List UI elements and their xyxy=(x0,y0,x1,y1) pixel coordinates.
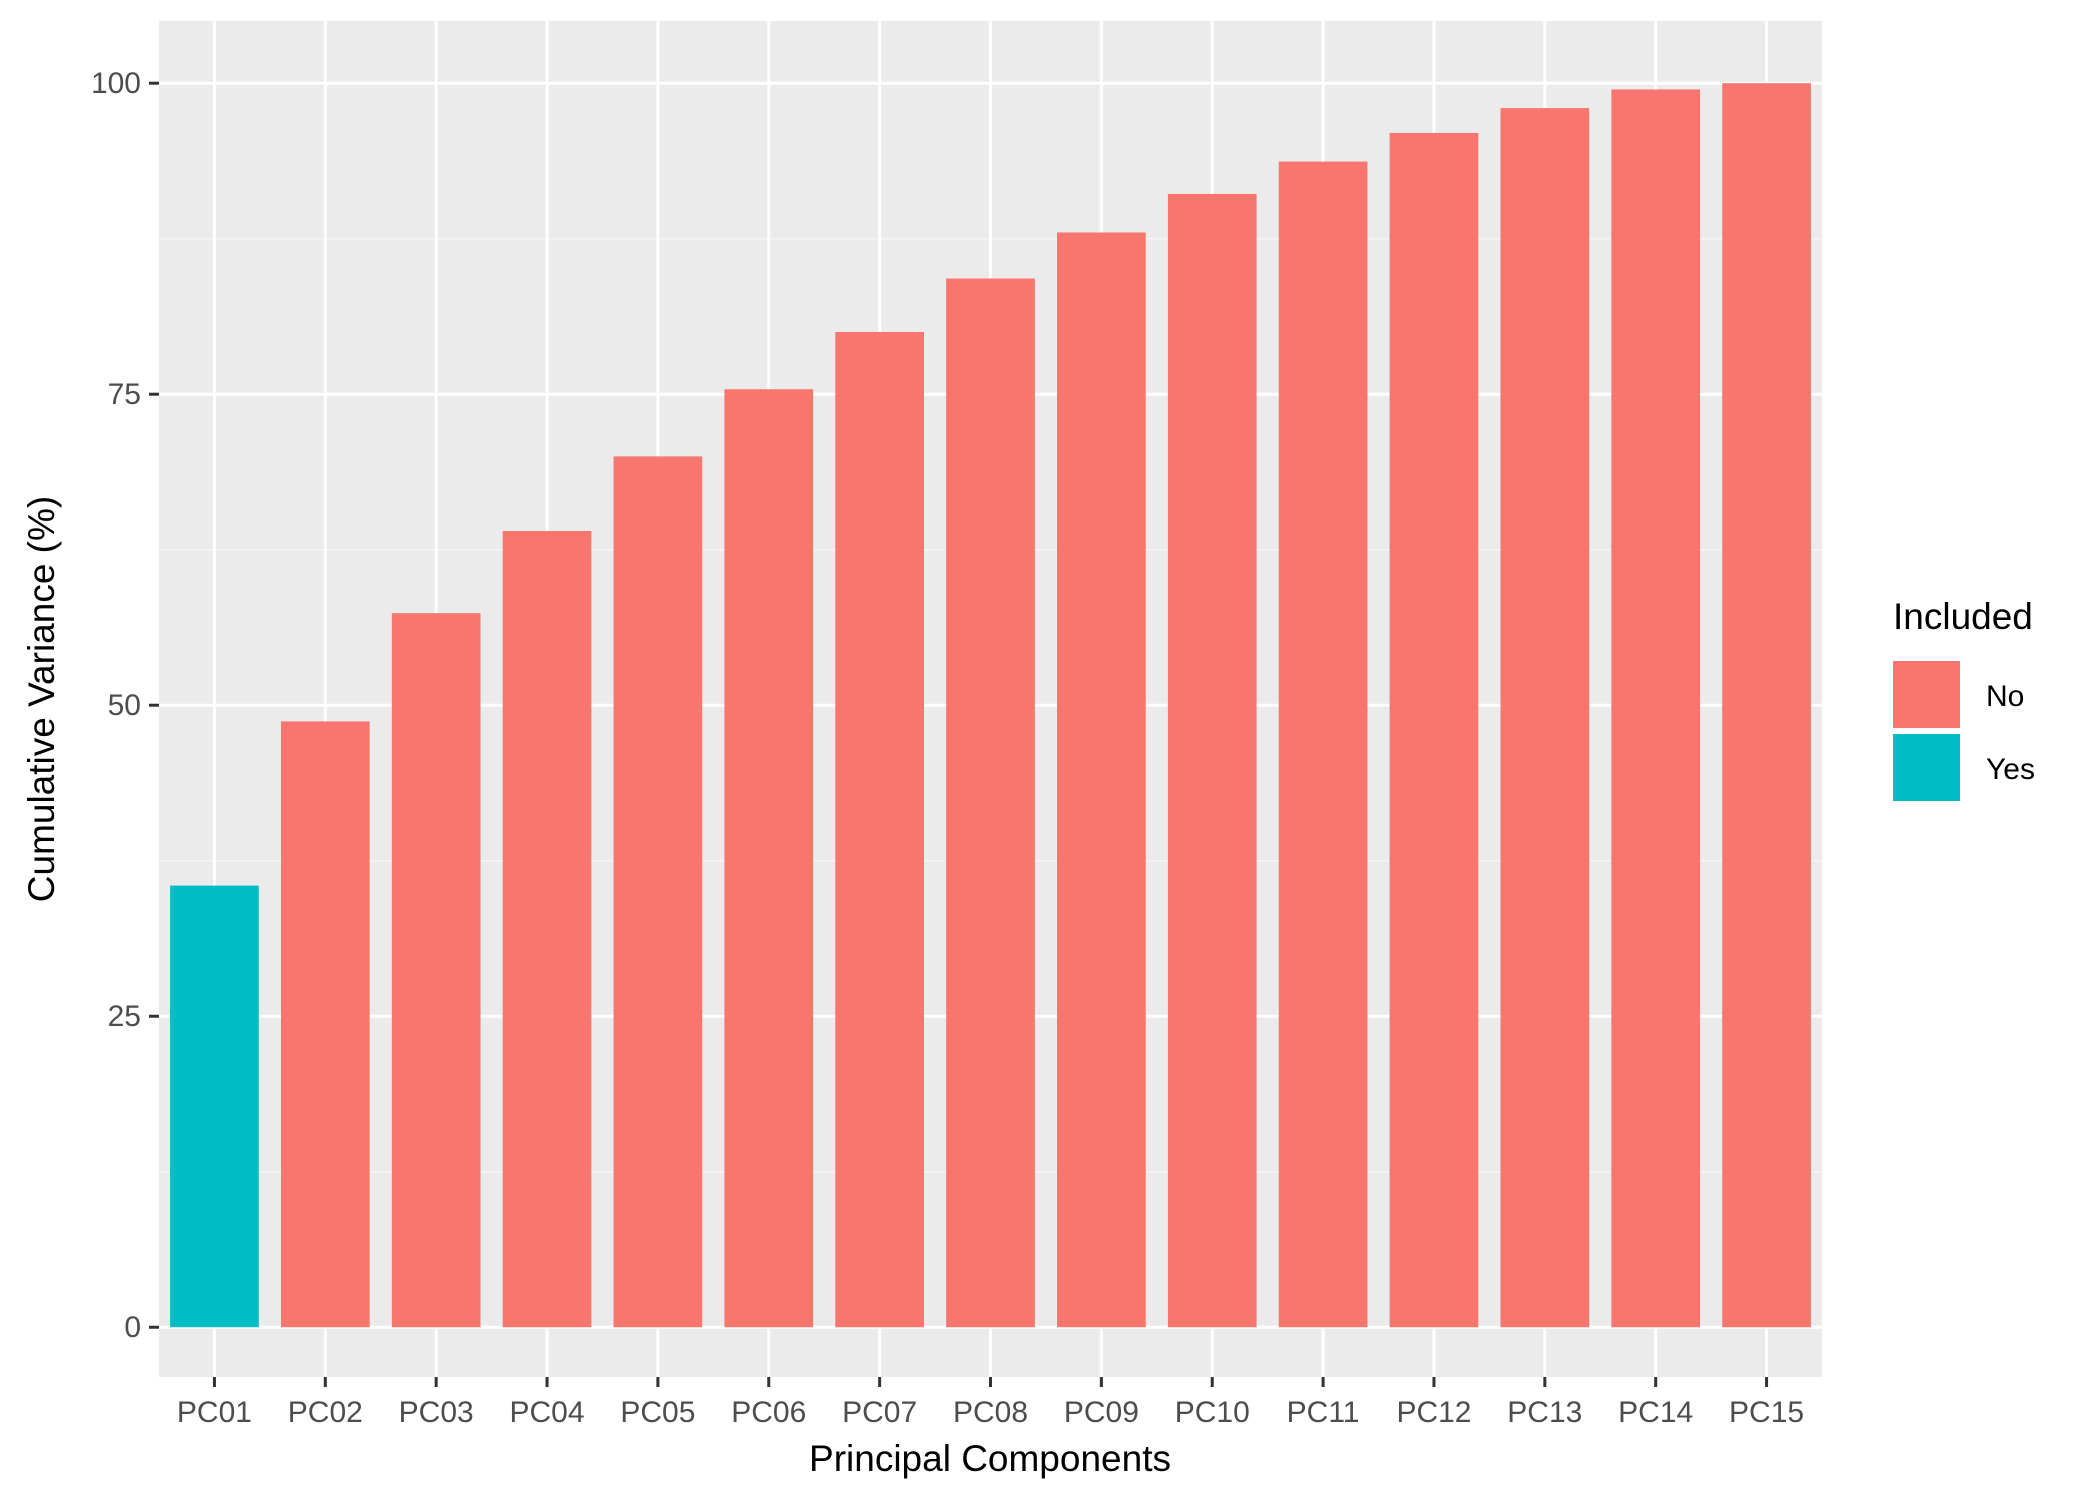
bar-pc08 xyxy=(946,278,1035,1328)
bar-pc02 xyxy=(280,721,370,1328)
bar-pc05 xyxy=(613,456,703,1328)
bar-pc06 xyxy=(724,389,814,1328)
x-tick-label: PC01 xyxy=(177,1396,252,1429)
x-tick-label: PC03 xyxy=(399,1396,474,1429)
bar-pc14 xyxy=(1611,89,1701,1328)
legend-label-yes: Yes xyxy=(1986,753,2035,786)
x-tick-label: PC09 xyxy=(1064,1396,1139,1429)
bar-pc04 xyxy=(502,531,592,1328)
bar-pc01 xyxy=(170,885,259,1328)
x-tick-label: PC05 xyxy=(620,1396,695,1429)
bar-pc03 xyxy=(391,613,481,1328)
x-tick-label: PC02 xyxy=(288,1396,363,1429)
y-tick-label: 75 xyxy=(108,378,141,411)
bar-pc12 xyxy=(1389,132,1479,1328)
x-tick-label: PC04 xyxy=(510,1396,585,1429)
x-axis: PC01 PC02 PC03 PC04 PC05 PC06 PC07 PC08 PC09 PC10… xyxy=(177,1377,1804,1429)
x-tick-label: PC07 xyxy=(842,1396,917,1429)
bar-pc15 xyxy=(1722,83,1811,1328)
x-axis-title: Principal Components xyxy=(809,1438,1171,1479)
x-tick-label: PC08 xyxy=(953,1396,1028,1429)
bar-pc10 xyxy=(1167,193,1257,1328)
bar-pc09 xyxy=(1057,232,1146,1328)
x-tick-label: PC10 xyxy=(1175,1396,1250,1429)
bar-pc11 xyxy=(1278,161,1368,1328)
bar-pc07 xyxy=(835,332,924,1328)
y-tick-label: 50 xyxy=(108,689,141,722)
legend: Included No Yes xyxy=(1893,596,2035,801)
y-tick-label: 100 xyxy=(91,67,141,100)
x-tick-label: PC15 xyxy=(1729,1396,1804,1429)
bars xyxy=(170,83,1811,1328)
y-tick-label: 25 xyxy=(108,1000,141,1033)
legend-label-no: No xyxy=(1986,680,2024,713)
legend-key-yes xyxy=(1893,734,1960,801)
x-tick-label: PC06 xyxy=(731,1396,806,1429)
x-tick-label: PC11 xyxy=(1287,1396,1360,1429)
y-tick-label: 0 xyxy=(124,1311,141,1344)
bar-pc13 xyxy=(1500,108,1590,1328)
x-tick-label: PC12 xyxy=(1396,1396,1471,1429)
x-tick-label: PC13 xyxy=(1507,1396,1582,1429)
legend-title: Included xyxy=(1893,596,2033,637)
y-axis-title: Cumulative Variance (%) xyxy=(21,496,62,902)
x-tick-label: PC14 xyxy=(1618,1396,1693,1429)
legend-key-no xyxy=(1893,661,1960,728)
y-axis: 0 25 50 75 100 xyxy=(91,67,159,1344)
